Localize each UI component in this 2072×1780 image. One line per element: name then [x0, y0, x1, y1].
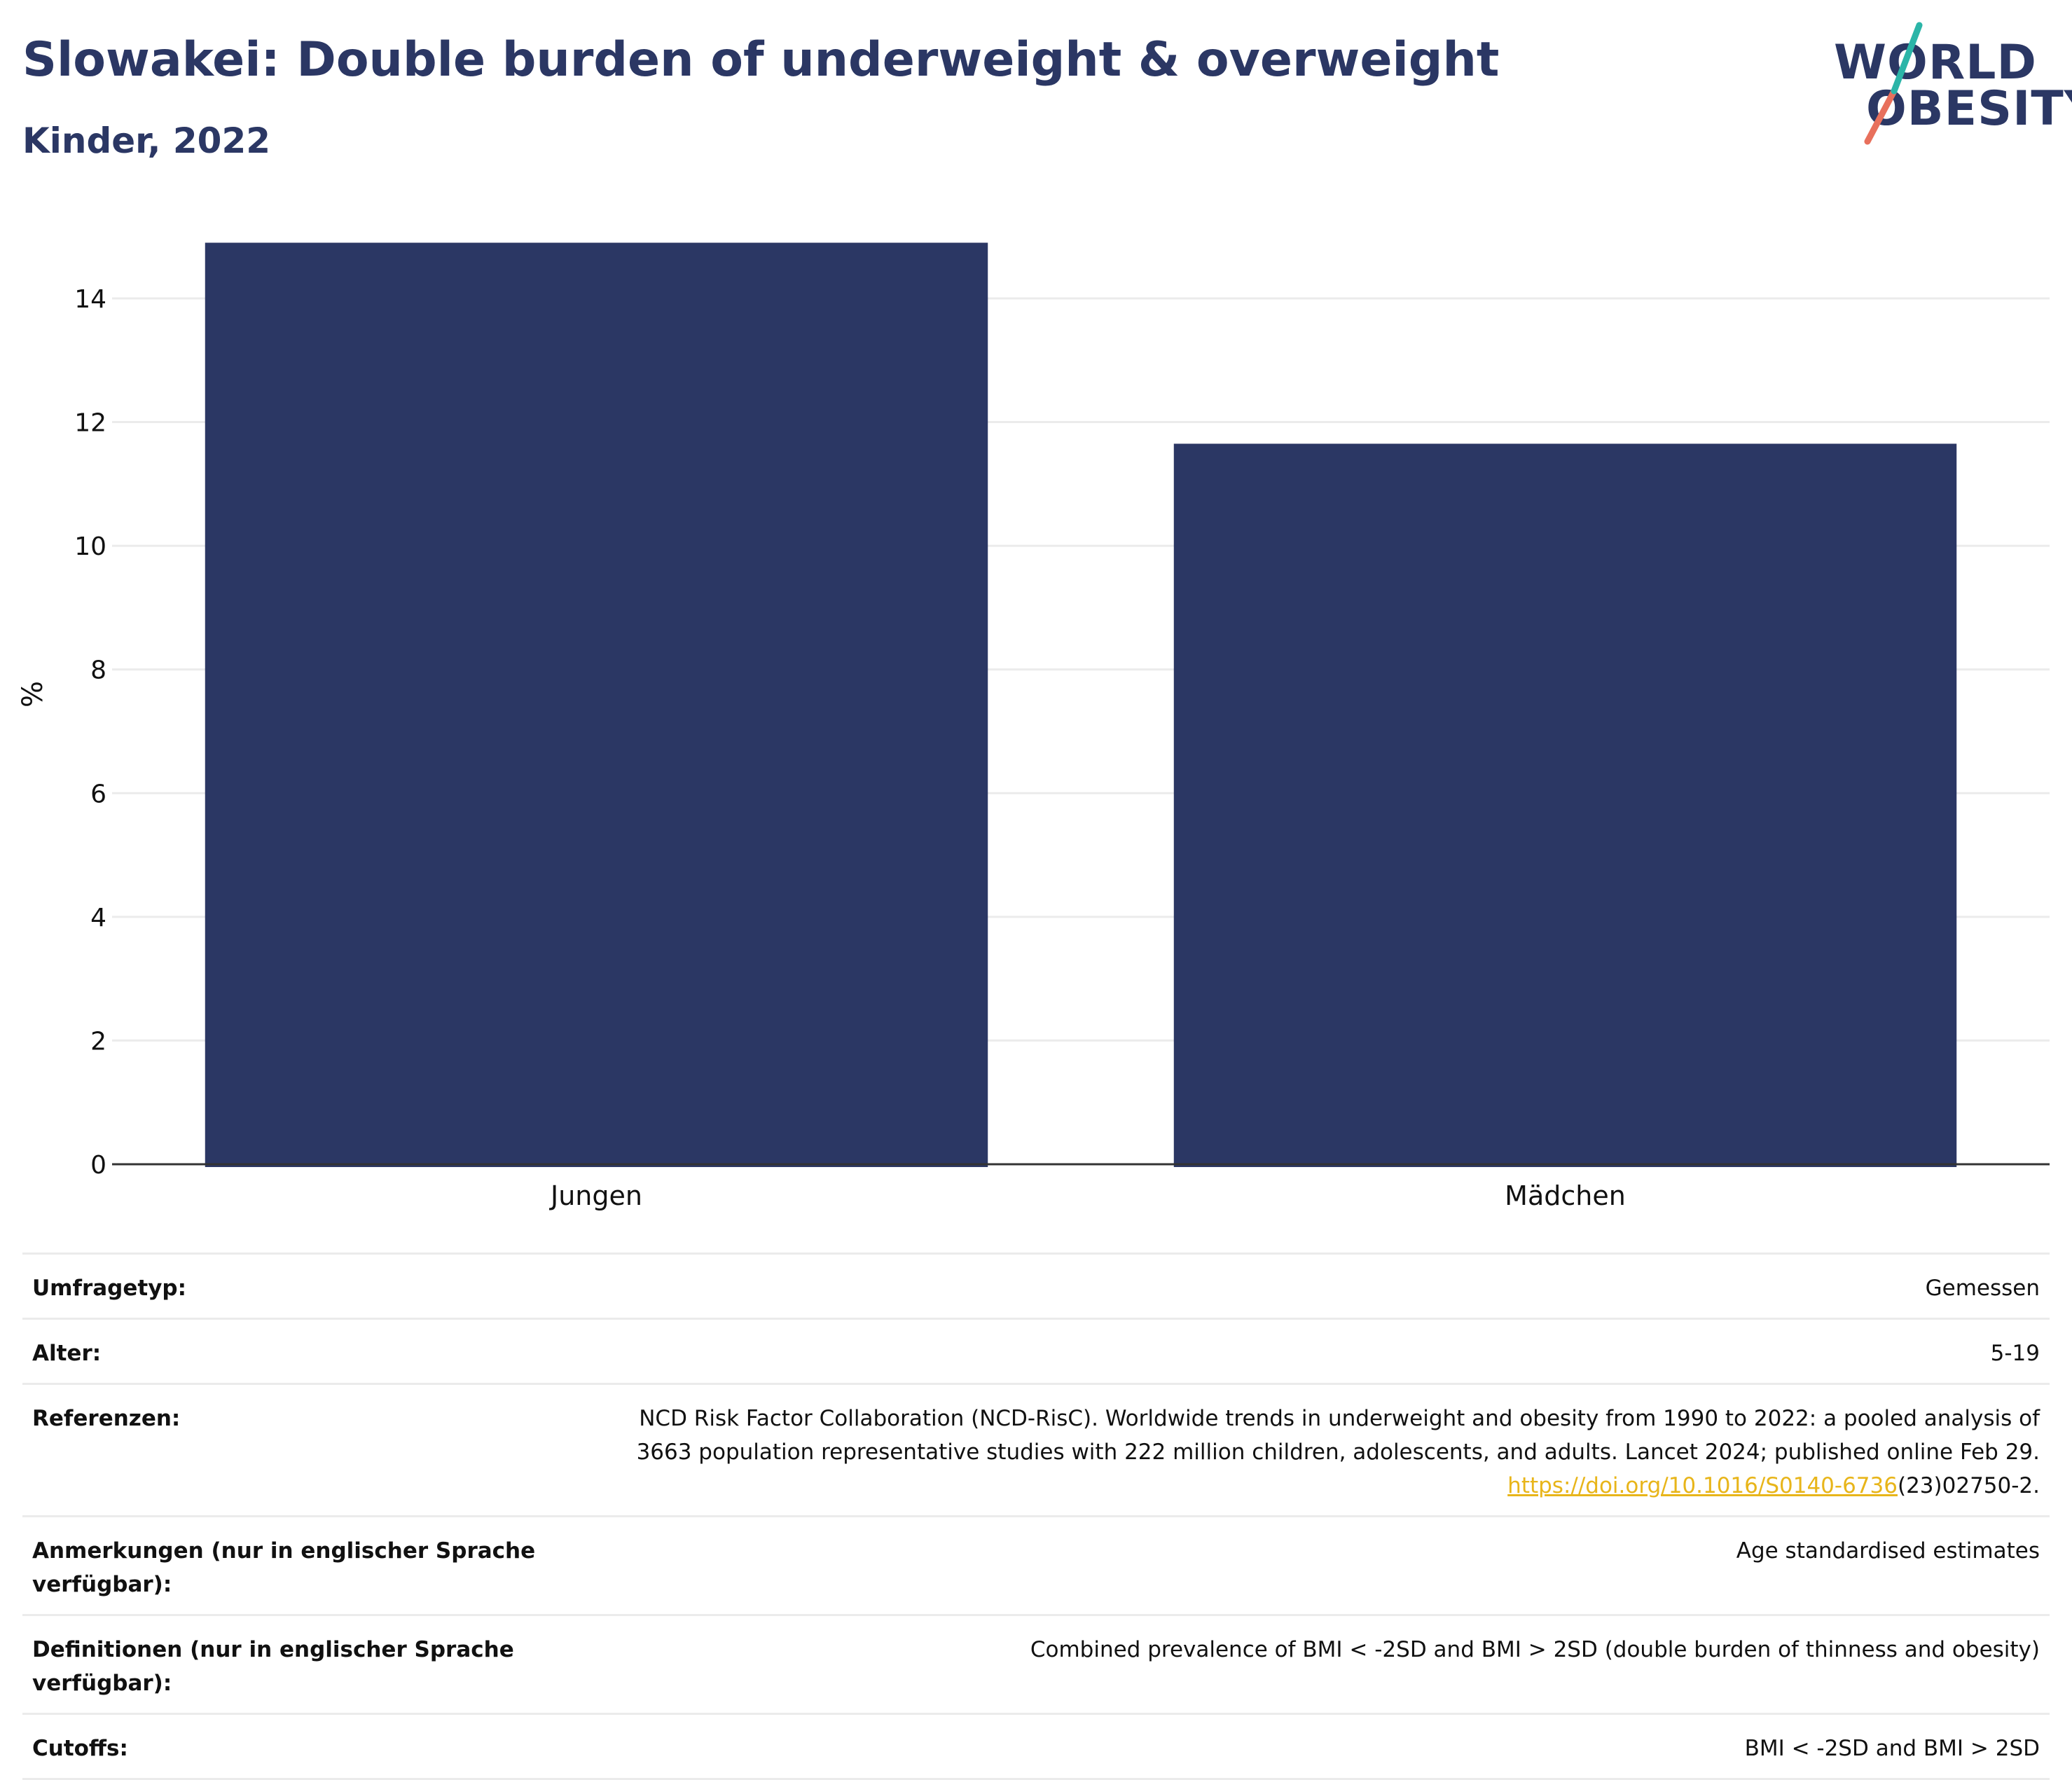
logo-slash-coral	[1864, 88, 1898, 145]
meta-row-definitions: Definitionen (nur in englischer Sprache …	[22, 1614, 2050, 1714]
meta-label-notes: Anmerkungen (nur in englischer Sprache v…	[22, 1515, 546, 1615]
y-tick-label: 14	[74, 285, 106, 314]
bar-jungen	[205, 242, 988, 1168]
logo-text-obesity: OBESITY	[1866, 81, 2072, 137]
meta-label-definitions: Definitionen (nur in englischer Sprache …	[22, 1614, 546, 1714]
meta-label-cutoffs: Cutoffs:	[22, 1713, 546, 1780]
meta-value-survey-type: Gemessen	[546, 1253, 2050, 1319]
chart-subtitle: Kinder, 2022	[22, 120, 271, 161]
meta-row-survey-type: Umfragetyp: Gemessen	[22, 1253, 2050, 1319]
x-tick-label: Jungen	[549, 1180, 642, 1211]
y-tick-label: 0	[90, 1151, 106, 1180]
logo-slash-icon	[1864, 22, 1923, 145]
bar-maedchen	[1173, 443, 1957, 1167]
y-tick-label: 12	[74, 409, 106, 438]
meta-value-references: NCD Risk Factor Collaboration (NCD-RisC)…	[546, 1383, 2050, 1517]
meta-value-cutoffs: BMI < -2SD and BMI > 2SD	[546, 1713, 2050, 1780]
meta-row-notes: Anmerkungen (nur in englischer Sprache v…	[22, 1515, 2050, 1615]
meta-label-age: Alter:	[22, 1318, 546, 1384]
reference-line-1: NCD Risk Factor Collaboration (NCD-RisC)…	[639, 1406, 2040, 1431]
meta-label-survey-type: Umfragetyp:	[22, 1253, 546, 1319]
meta-row-age: Alter: 5-19	[22, 1318, 2050, 1384]
meta-value-notes: Age standardised estimates	[546, 1515, 2050, 1615]
meta-row-references: Referenzen: NCD Risk Factor Collaboratio…	[22, 1383, 2050, 1517]
x-tick-label: Mädchen	[1505, 1180, 1626, 1211]
logo-text-world: WORLD	[1834, 35, 2037, 90]
bars	[205, 242, 1957, 1168]
y-tick-label: 4	[90, 904, 106, 932]
bar-chart: 0 2 4 6 8 10 12 14 Jungen Mädchen %	[17, 242, 2050, 1211]
meta-value-definitions: Combined prevalence of BMI < -2SD and BM…	[546, 1614, 2050, 1714]
y-tick-label: 10	[74, 532, 106, 561]
y-tick-label: 2	[90, 1027, 106, 1056]
world-obesity-logo: WORLD OBESITY	[1821, 21, 2072, 147]
logo-slash-teal	[1891, 22, 1923, 95]
y-axis-label: %	[17, 681, 49, 708]
x-tick-labels: Jungen Mädchen	[549, 1180, 1626, 1211]
y-tick-label: 6	[90, 780, 106, 808]
metadata-table: Umfragetyp: Gemessen Alter: 5-19 Referen…	[22, 1253, 2050, 1780]
meta-label-references: Referenzen:	[22, 1383, 546, 1517]
reference-doi-tail: (23)02750-2.	[1897, 1473, 2040, 1498]
y-tick-label: 8	[90, 656, 106, 685]
chart-title: Slowakei: Double burden of underweight &…	[22, 32, 1500, 88]
reference-doi-link[interactable]: https://doi.org/10.1016/S0140-6736	[1507, 1473, 1898, 1498]
meta-row-cutoffs: Cutoffs: BMI < -2SD and BMI > 2SD	[22, 1713, 2050, 1780]
meta-value-age: 5-19	[546, 1318, 2050, 1384]
reference-line-2: 3663 population representative studies w…	[636, 1440, 2040, 1465]
y-tick-labels: 0 2 4 6 8 10 12 14	[74, 285, 106, 1180]
